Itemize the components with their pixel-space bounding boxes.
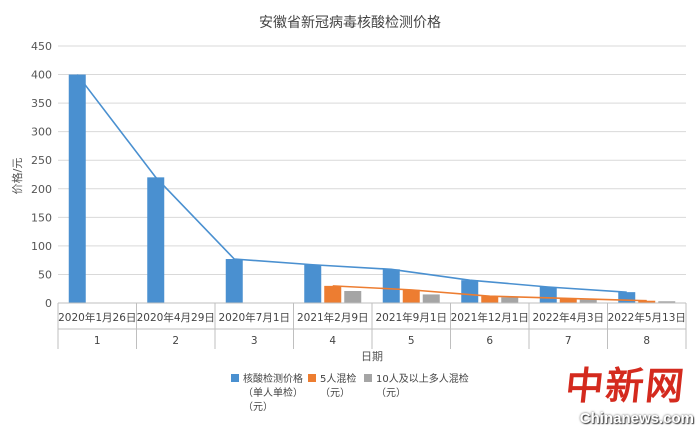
legend-label: （元） [320, 387, 350, 399]
bar [225, 259, 243, 303]
y-tick-label: 350 [31, 97, 52, 110]
x-tick-label: 2021年2月9日 [297, 311, 369, 324]
x-tick-index-label: 3 [251, 335, 258, 347]
x-tick-index-label: 4 [329, 335, 336, 347]
y-tick-label: 250 [31, 154, 52, 167]
bar [344, 291, 362, 303]
bar [402, 289, 420, 303]
y-tick-label: 400 [31, 69, 52, 82]
x-tick-label: 2022年4月3日 [532, 311, 604, 324]
trendlines [76, 74, 647, 302]
y-tick-label: 300 [31, 126, 52, 139]
x-axis-label: 日期 [361, 350, 383, 363]
series-line [332, 285, 647, 302]
x-tick-label: 2020年1月26日 [58, 311, 136, 324]
bar [539, 287, 557, 303]
legend-label: 核酸检测价格 [243, 372, 303, 385]
x-tick-index-label: 5 [408, 335, 415, 347]
bar [501, 297, 519, 303]
bar [481, 296, 499, 303]
y-tick-labels: 0 50 100 150 200 250 300 350 400 450 [31, 40, 52, 310]
legend-swatch [364, 374, 372, 382]
y-tick-label: 0 [45, 297, 52, 310]
x-tick-index-label: 8 [643, 335, 650, 347]
bar [147, 177, 165, 303]
bar [658, 301, 676, 303]
x-tick-index-label: 2 [172, 335, 179, 347]
legend: 核酸检测价格（单人单检） （元） 5人混检 （元） 10人及以上多人混检 （元） [231, 372, 469, 413]
y-tick-label: 450 [31, 40, 52, 53]
bar [304, 264, 322, 303]
bar [461, 280, 479, 303]
y-tick-label: 150 [31, 211, 52, 224]
series-line [76, 74, 627, 293]
legend-label: 5人混检 [320, 372, 356, 385]
legend-swatch [231, 374, 239, 382]
x-tick-index-label: 6 [486, 335, 493, 347]
legend-label: （元） [376, 387, 406, 399]
bar [638, 300, 656, 303]
y-tick-label: 50 [38, 268, 52, 281]
watermark-en: Chinanews.com [579, 410, 694, 427]
x-tick-label: 2021年12月1日 [451, 311, 529, 324]
watermark-logo: 中新网 Chinanews.com [562, 355, 694, 429]
bar [559, 298, 577, 303]
x-tick-label: 2020年7月1日 [218, 311, 290, 324]
bar [422, 294, 440, 303]
chart-title: 安徽省新冠病毒核酸检测价格 [259, 15, 441, 31]
legend-label: （元） [243, 401, 273, 413]
bar [324, 285, 342, 303]
bar [579, 299, 597, 303]
bar [68, 74, 86, 303]
legend-swatch [308, 374, 316, 382]
x-tick-index-label: 1 [94, 335, 101, 347]
legend-label: （单人单检） [243, 386, 303, 399]
x-tick-label: 2021年9月1日 [375, 311, 447, 324]
y-axis-label: 价格/元 [10, 158, 24, 195]
bars [68, 74, 676, 303]
bar [618, 292, 636, 303]
x-tick-label: 2022年5月13日 [608, 311, 686, 324]
x-tick-index-label: 7 [565, 335, 572, 347]
watermark-cn: 中新网 [563, 363, 689, 408]
bar [382, 269, 400, 303]
x-tick-label: 2020年4月29日 [137, 311, 215, 324]
x-axis: 2020年1月26日 1 2020年4月29日 2 2020年7月1日 3 2021年2月9… [57, 302, 687, 349]
y-tick-label: 200 [31, 183, 52, 196]
legend-label: 10人及以上多人混检 [376, 372, 469, 385]
y-tick-label: 100 [31, 240, 52, 253]
